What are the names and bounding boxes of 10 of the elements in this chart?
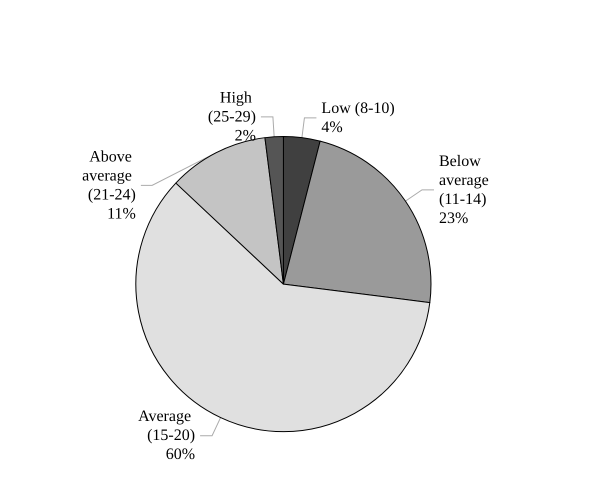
- data-label: 11%: [107, 205, 136, 222]
- slice-label: Above average (21-24): [82, 148, 136, 204]
- slice-label: Low (8-10): [321, 100, 395, 117]
- data-label: 23%: [439, 210, 468, 227]
- slice-label: High (25-29): [208, 89, 256, 126]
- data-label: 4%: [321, 118, 343, 136]
- slice-label: Below average (11-14): [439, 152, 493, 208]
- slice-label: Average (15-20): [138, 408, 196, 444]
- data-label: 60%: [166, 446, 196, 464]
- data-label: 2%: [234, 127, 256, 144]
